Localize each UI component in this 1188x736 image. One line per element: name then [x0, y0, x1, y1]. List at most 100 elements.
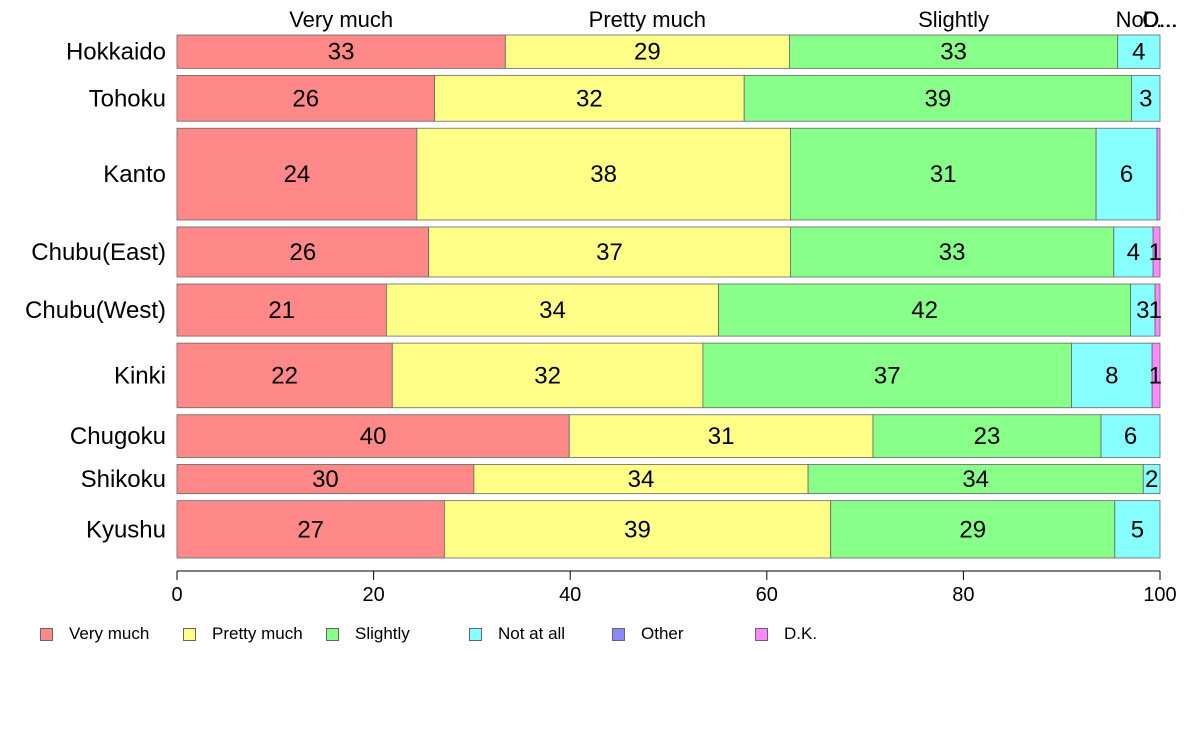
data-label: 39: [624, 516, 651, 543]
bar-segment: [1131, 74, 1161, 122]
data-label: 37: [596, 239, 623, 266]
x-axis: 0 20 40 60 80 100: [171, 570, 1177, 606]
category-label: Chubu(West): [25, 297, 166, 324]
legend-item: D.K.: [755, 624, 817, 644]
data-label: 21: [268, 297, 295, 324]
legend-label: Pretty much: [212, 624, 303, 643]
bar-segment: [568, 414, 874, 458]
data-label: 6: [1120, 161, 1133, 188]
category-label: Kyushu: [86, 516, 166, 543]
data-label: 1: [1149, 362, 1162, 389]
x-tick-label: 100: [1143, 584, 1176, 606]
bar-segment: [176, 74, 435, 122]
data-label: 3: [1139, 85, 1152, 112]
bar-segment: [176, 127, 418, 221]
series-header-labels: Very much Pretty much Slightly No...O...D..…: [289, 7, 1178, 32]
bar-segment: [176, 34, 506, 69]
legend-swatch: [40, 627, 53, 641]
bar-segment: [1156, 127, 1161, 221]
bar-segment: [1071, 342, 1153, 409]
legend-item: Pretty much: [183, 624, 303, 644]
data-label: 4: [1132, 39, 1145, 66]
category-label: Chugoku: [70, 423, 166, 450]
bar-segment: [1152, 226, 1161, 278]
bar-segment: [789, 127, 1097, 221]
series-header-label: Very much: [289, 7, 393, 32]
category-label: Shikoku: [81, 466, 166, 493]
x-tick-label: 0: [171, 584, 182, 606]
series-header-label: No...: [1116, 7, 1162, 32]
data-label: 4: [1127, 239, 1140, 266]
data-label: 34: [628, 466, 655, 493]
bar-segment: [807, 464, 1144, 495]
legend-label: Slightly: [355, 624, 410, 643]
series-header-label: D...: [1143, 7, 1177, 32]
legend-swatch: [469, 627, 482, 641]
data-label: 33: [939, 239, 966, 266]
legend-item: Very much: [40, 624, 149, 644]
data-label: 31: [708, 423, 735, 450]
data-label: 1: [1149, 297, 1162, 324]
data-label: 30: [312, 466, 339, 493]
data-label: 31: [930, 161, 957, 188]
series-header-label: Pretty much: [589, 7, 706, 32]
bar-segment: [1117, 34, 1161, 69]
bar-segment: [176, 500, 445, 559]
legend-label: Very much: [69, 624, 150, 643]
bar-segment: [176, 414, 570, 458]
data-label: 23: [974, 423, 1001, 450]
bar-segment: [385, 283, 720, 337]
legend-swatch: [755, 627, 768, 641]
data-label: 33: [940, 39, 967, 66]
data-label: 29: [634, 39, 661, 66]
data-label: 24: [284, 161, 311, 188]
bar-segment: [1142, 464, 1161, 495]
data-label: 26: [289, 239, 316, 266]
bar-segment: [434, 74, 745, 122]
data-label: 2: [1145, 466, 1158, 493]
bar-segment: [443, 500, 832, 559]
bar-segment: [176, 226, 430, 278]
category-label: Hokkaido: [66, 39, 166, 66]
data-label: 27: [297, 516, 324, 543]
x-tick-label: 20: [362, 584, 384, 606]
bar-segment: [428, 226, 791, 278]
bar-segment: [1100, 414, 1161, 458]
category-label: Kinki: [114, 362, 166, 389]
data-label: 37: [874, 362, 901, 389]
data-label: 26: [292, 85, 319, 112]
data-label: 6: [1124, 423, 1137, 450]
bar-segment: [1154, 283, 1161, 337]
legend-item: Other: [612, 624, 684, 644]
bar-segment: [872, 414, 1102, 458]
legend-swatch: [326, 627, 339, 641]
bar-segment: [1095, 127, 1158, 221]
x-tick-label: 80: [952, 584, 974, 606]
data-label: 34: [539, 297, 566, 324]
data-label: 42: [911, 297, 938, 324]
x-tick-label: 40: [559, 584, 581, 606]
data-label: 40: [360, 423, 387, 450]
category-label: Tohoku: [89, 85, 166, 112]
x-tick-label: 60: [756, 584, 778, 606]
bar-segment: [830, 500, 1116, 559]
legend-item: Slightly: [326, 624, 410, 644]
bar-segment: [1151, 342, 1161, 409]
bar-segment: [416, 127, 791, 221]
series-header-label: Slightly: [918, 7, 989, 32]
bar-segment: [718, 283, 1131, 337]
data-label: 34: [962, 466, 989, 493]
bar-segment: [1114, 500, 1161, 559]
legend-label: Not at all: [498, 624, 566, 643]
category-label: Kanto: [103, 161, 166, 188]
data-label: 29: [959, 516, 986, 543]
legend-swatch: [183, 627, 196, 641]
data-label: 1: [1149, 239, 1162, 266]
bar-segment: [473, 464, 809, 495]
data-label: 8: [1105, 362, 1118, 389]
data-label: 32: [576, 85, 603, 112]
data-label: 22: [271, 362, 298, 389]
category-label: Chubu(East): [31, 239, 166, 266]
series-header-label: O...: [1142, 7, 1177, 32]
